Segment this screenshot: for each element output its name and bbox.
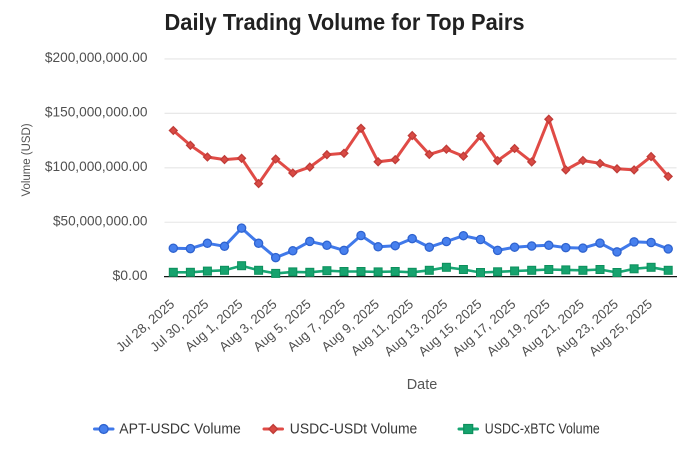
svg-text:$0.00: $0.00 [113, 267, 148, 283]
svg-text:Daily Trading Volume for Top P: Daily Trading Volume for Top Pairs [165, 9, 525, 35]
svg-text:$200,000,000.00: $200,000,000.00 [45, 49, 148, 65]
svg-text:USDC-USDt Volume: USDC-USDt Volume [290, 422, 418, 438]
svg-text:USDC-xBTC Volume: USDC-xBTC Volume [485, 422, 600, 438]
svg-text:APT-USDC Volume: APT-USDC Volume [119, 422, 241, 438]
svg-text:Date: Date [407, 376, 438, 393]
svg-text:Volume (USD): Volume (USD) [19, 124, 33, 197]
svg-text:$100,000,000.00: $100,000,000.00 [45, 158, 148, 174]
svg-text:$50,000,000.00: $50,000,000.00 [53, 212, 148, 228]
svg-text:$150,000,000.00: $150,000,000.00 [45, 104, 148, 120]
